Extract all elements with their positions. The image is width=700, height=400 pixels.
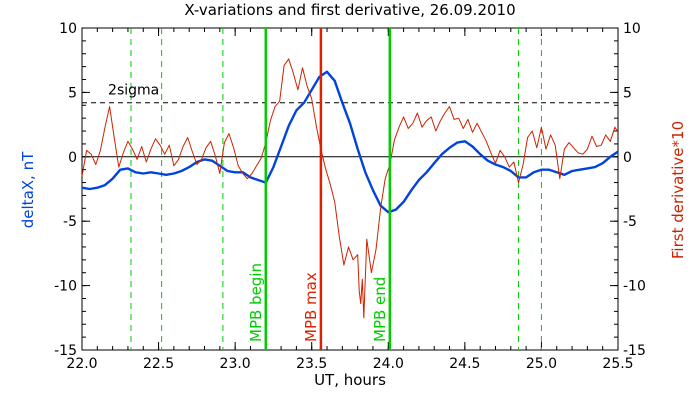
y-tick-label-right: -15 <box>623 343 646 359</box>
derivative-series-line <box>81 58 619 319</box>
chart-title: X-variations and first derivative, 26.09… <box>184 1 515 19</box>
y-tick-label-left: 5 <box>68 85 77 101</box>
y-axis-label-left: deltaX, nT <box>19 151 37 228</box>
threshold-label: 2sigma <box>108 83 159 99</box>
y-tick-label-right: 5 <box>623 85 632 101</box>
x-tick-label: 23.5 <box>296 356 327 372</box>
y-tick-label-left: 10 <box>59 21 77 37</box>
y-tick-label-right: -10 <box>623 279 646 295</box>
x-tick-label: 22.5 <box>143 356 174 372</box>
plot-frame <box>81 27 619 351</box>
x-tick-label: 22.0 <box>66 356 97 372</box>
x-tick-label: 24.0 <box>373 356 404 372</box>
plot-area: 22.0 22.5 23.0 23.5 24.0 24.5 25.0 25.5 10 5 0 -5 -1… <box>54 21 646 372</box>
event-marker-label: MPB end <box>371 277 389 342</box>
y-tick-label-left: -5 <box>63 214 77 230</box>
event-marker-label: MPB max <box>302 272 320 342</box>
deltax-series-line <box>81 70 619 214</box>
y-tick-label-right: 10 <box>623 21 641 37</box>
x-tick-label: 24.5 <box>449 356 480 372</box>
y-axis-label-right: First derivative*10 <box>669 121 687 259</box>
x-tick-label: 25.0 <box>526 356 557 372</box>
y-tick-label-left: 0 <box>68 150 77 166</box>
y-tick-label-right: -5 <box>623 214 637 230</box>
y-tick-label-left: -10 <box>54 279 77 295</box>
x-tick-label: 25.5 <box>602 356 633 372</box>
x-axis-label: UT, hours <box>314 371 386 389</box>
y-tick-label-right: 0 <box>623 150 632 166</box>
x-tick-label: 23.0 <box>220 356 251 372</box>
event-marker-label: MPB begin <box>247 263 265 342</box>
y-tick-label-left: -15 <box>54 343 77 359</box>
